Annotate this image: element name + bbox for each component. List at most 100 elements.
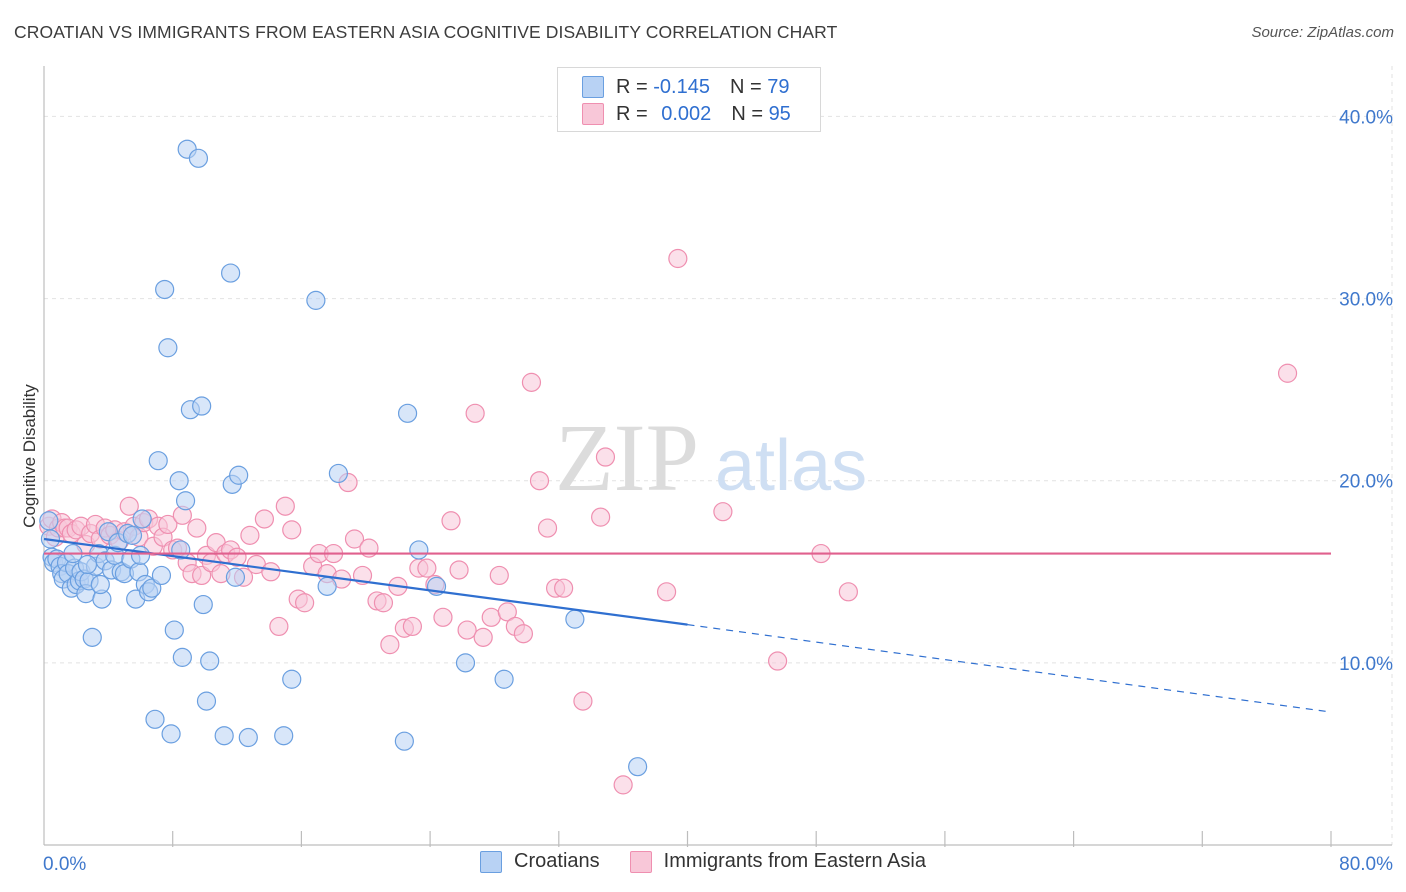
legend-row-croatians: R = -0.145 N = 79	[582, 74, 789, 100]
n-label: N =	[731, 102, 763, 125]
trend-line-croatians-extrapolated	[687, 624, 1332, 713]
source-label: Source: ZipAtlas.com	[1251, 24, 1394, 41]
data-point	[282, 669, 302, 689]
data-point	[196, 691, 217, 711]
data-point	[397, 403, 418, 423]
data-point	[565, 609, 585, 629]
data-point	[275, 496, 295, 516]
legend-label: Immigrants from Eastern Asia	[663, 850, 926, 872]
data-point	[77, 554, 98, 575]
trend-lines	[43, 537, 1332, 713]
data-point	[591, 507, 611, 527]
data-point	[148, 451, 168, 471]
data-point	[295, 593, 315, 613]
data-point	[269, 616, 289, 637]
data-point	[455, 653, 476, 673]
data-point	[449, 560, 469, 580]
data-point	[175, 491, 196, 511]
data-point	[433, 607, 453, 627]
data-point	[132, 509, 152, 529]
data-point	[417, 558, 437, 578]
n-value: 79	[767, 75, 790, 98]
r-value: -0.145	[653, 75, 710, 98]
data-point	[306, 290, 326, 310]
series-legend: Croatians Immigrants from Eastern Asia	[0, 850, 1406, 873]
data-point	[628, 757, 648, 777]
pink-swatch	[629, 850, 652, 873]
watermark: ZIP atlas	[555, 404, 867, 511]
data-point	[668, 248, 688, 269]
data-point	[595, 447, 616, 467]
data-point	[494, 669, 514, 689]
data-point	[214, 726, 234, 746]
data-point	[394, 731, 414, 751]
data-point	[613, 775, 633, 795]
data-point	[465, 403, 485, 423]
watermark-atlas: atlas	[715, 426, 867, 506]
y-tick-label: 30.0%	[1339, 290, 1393, 311]
data-point	[90, 574, 110, 595]
data-point	[274, 726, 294, 746]
data-point	[441, 511, 461, 531]
data-point	[402, 616, 423, 637]
data-point	[529, 471, 550, 491]
grid-lines	[44, 66, 1393, 845]
data-point	[1277, 363, 1298, 383]
legend-row-immigrants: R = 0.002 N = 95	[582, 101, 791, 127]
data-point	[481, 607, 501, 627]
y-tick-label: 20.0%	[1339, 472, 1393, 493]
series-immigrants-eastern-asia	[39, 248, 1298, 795]
data-point	[521, 372, 542, 392]
data-point	[225, 567, 246, 587]
data-point	[537, 518, 558, 538]
data-point	[554, 578, 574, 598]
r-value: 0.002	[661, 102, 712, 125]
data-point	[200, 651, 220, 671]
data-point	[158, 338, 178, 358]
data-point	[188, 148, 209, 168]
data-point	[380, 635, 400, 655]
data-point	[221, 263, 241, 283]
data-point	[656, 582, 677, 602]
data-point	[192, 396, 212, 416]
data-point	[328, 463, 349, 484]
watermark-zip: ZIP	[555, 404, 699, 511]
data-point	[573, 691, 593, 711]
y-tick-label: 40.0%	[1339, 107, 1393, 128]
y-tick-label: 10.0%	[1339, 654, 1393, 675]
data-point	[373, 593, 394, 613]
pink-swatch	[582, 103, 604, 125]
data-point	[145, 709, 165, 729]
data-point	[161, 724, 181, 744]
r-label: R =	[616, 75, 648, 98]
data-point	[713, 502, 733, 522]
chart-title: CROATIAN VS IMMIGRANTS FROM EASTERN ASIA…	[14, 22, 838, 42]
data-point	[254, 509, 274, 529]
n-value: 95	[768, 102, 791, 125]
data-point	[82, 627, 102, 647]
data-point	[838, 582, 858, 602]
y-axis-label: Cognitive Disability	[20, 384, 39, 528]
data-point	[238, 727, 258, 748]
data-point	[240, 525, 260, 545]
x-tick-label: 80.0%	[1339, 854, 1393, 875]
data-point	[130, 545, 151, 565]
data-point	[187, 518, 207, 538]
data-point	[39, 511, 59, 531]
data-point	[473, 627, 493, 647]
correlation-legend: R = -0.145 N = 79 R = 0.002 N = 95	[557, 67, 821, 132]
data-point	[142, 578, 162, 598]
data-point	[261, 562, 281, 582]
data-point	[489, 565, 509, 586]
blue-swatch	[582, 76, 604, 98]
data-point	[344, 529, 365, 549]
legend-label: Croatians	[514, 850, 600, 872]
tick-labels: 10.0% 20.0% 30.0% 40.0% 0.0% 80.0%	[43, 107, 1393, 875]
data-point	[151, 565, 172, 586]
data-point	[155, 279, 175, 300]
x-tick-label: 0.0%	[43, 854, 86, 875]
data-point	[767, 651, 788, 671]
r-label: R =	[616, 102, 648, 125]
data-point	[172, 647, 192, 667]
